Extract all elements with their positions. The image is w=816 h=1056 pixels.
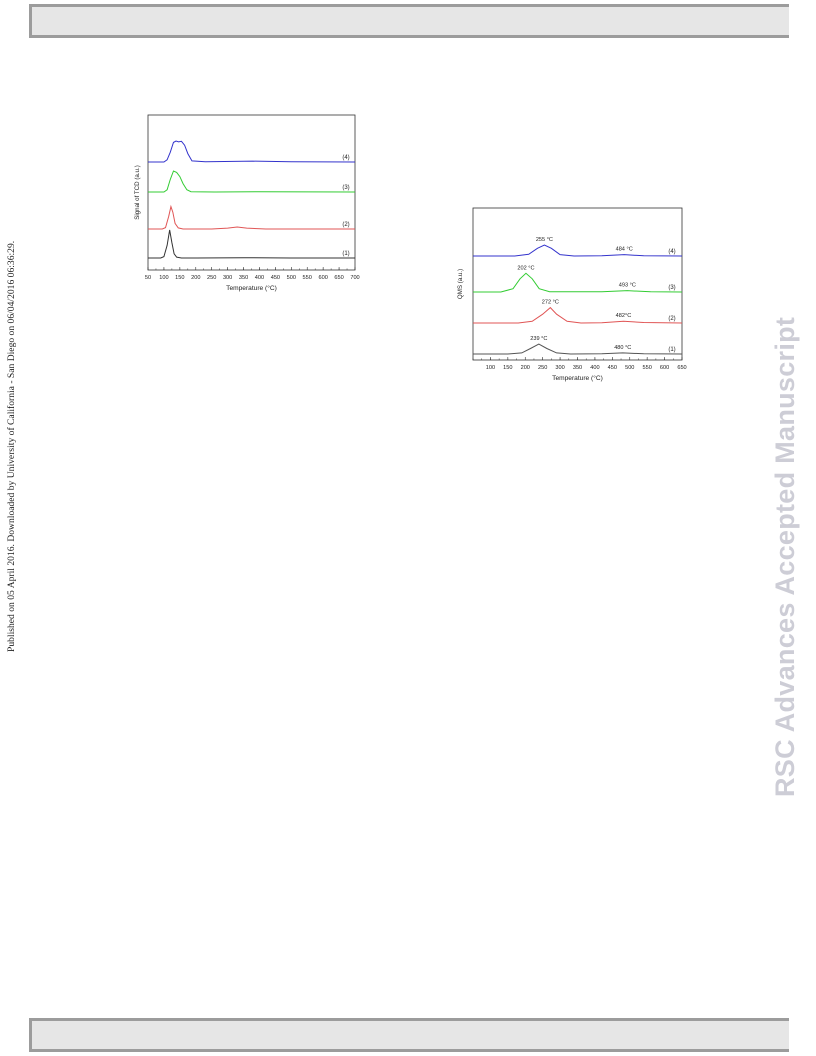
tcd-x-tick-label: 50 <box>145 275 151 281</box>
tcd-x-tick-label: 150 <box>175 275 184 281</box>
qms-x-tick-label: 300 <box>555 365 564 371</box>
qms-x-tick-label: 100 <box>486 365 495 371</box>
qms-series-2-label: (2) <box>668 316 675 322</box>
tcd-chart: 50 100 150 200 250 300 350 400 450 500 550 600 650 70… <box>134 114 360 292</box>
qms-x-tick-label: 650 <box>677 365 686 371</box>
tcd-x-tick-label: 350 <box>239 275 248 281</box>
tcd-series-4-line <box>148 140 356 163</box>
tcd-series-3-label: (3) <box>342 185 349 191</box>
qms-series-3-line <box>473 272 683 293</box>
publication-note: Published on 05 April 2016. Downloaded b… <box>6 240 17 652</box>
tcd-x-tick-label: 700 <box>350 275 359 281</box>
tcd-series-4-label: (4) <box>342 155 349 161</box>
qms-x-tick-label: 450 <box>608 365 617 371</box>
qms-x-axis-label: Temperature (°C) <box>552 374 603 382</box>
qms-x-tick-label: 600 <box>660 365 669 371</box>
tcd-x-tick-label: 250 <box>207 275 216 281</box>
qms-x-tick-label: 200 <box>521 365 530 371</box>
qms-x-tick-label: 250 <box>538 365 547 371</box>
tcd-x-tick-label: 300 <box>223 275 232 281</box>
footer-bar <box>29 1018 789 1052</box>
journal-watermark: RSC Advances Accepted Manuscript <box>770 316 800 797</box>
tcd-series-1-line <box>148 229 355 259</box>
qms-chart: 100 150 200 250 300 350 400 450 500 550 600 650 Temp… <box>457 207 687 382</box>
qms-series-1-label: (1) <box>668 347 675 353</box>
qms-annotation-5: 272 °C <box>542 300 559 306</box>
tcd-series-1-label: (1) <box>342 251 349 257</box>
tcd-x-tick-label: 200 <box>191 275 200 281</box>
qms-annotation-1: 255 °C <box>536 237 553 243</box>
tcd-x-tick-label: 400 <box>255 275 264 281</box>
qms-annotation-8: 480 °C <box>614 345 631 351</box>
tcd-x-tick-label: 650 <box>334 275 343 281</box>
qms-x-tick-label: 150 <box>503 365 512 371</box>
qms-annotation-7: 239 °C <box>530 336 547 342</box>
tcd-x-tick-label: 100 <box>159 275 168 281</box>
tcd-y-axis-label: Signal of TCD (a.u.) <box>134 165 141 220</box>
tcd-series-2-line <box>148 204 355 230</box>
qms-x-tick-label: 550 <box>642 365 651 371</box>
qms-annotation-3: 202 °C <box>517 265 534 271</box>
tcd-series-3-line <box>148 170 356 193</box>
qms-y-axis-label: QMS (a.u.) <box>457 269 464 299</box>
tcd-x-tick-label: 600 <box>318 275 327 281</box>
qms-x-tick-label: 350 <box>573 365 582 371</box>
qms-annotation-4: 493 °C <box>619 283 636 289</box>
qms-annotation-2: 484 °C <box>616 247 633 253</box>
tcd-x-tick-label: 450 <box>271 275 280 281</box>
tcd-plot-frame <box>147 114 356 271</box>
tcd-x-axis-label: Temperature (°C) <box>226 284 277 292</box>
qms-series-1-line <box>473 343 683 355</box>
qms-series-3-label: (3) <box>668 285 675 291</box>
qms-x-tick-label: 400 <box>590 365 599 371</box>
qms-series-4-line <box>473 244 683 257</box>
qms-annotation-6: 482°C <box>616 313 632 319</box>
qms-plot-frame <box>472 207 683 361</box>
header-bar <box>29 4 789 38</box>
qms-x-tick-label: 500 <box>625 365 634 371</box>
tcd-x-tick-label: 500 <box>287 275 296 281</box>
qms-series-4-label: (4) <box>668 249 675 255</box>
tcd-series-2-label: (2) <box>342 222 349 228</box>
qms-series-2-line <box>473 306 683 324</box>
tcd-x-tick-label: 550 <box>303 275 312 281</box>
